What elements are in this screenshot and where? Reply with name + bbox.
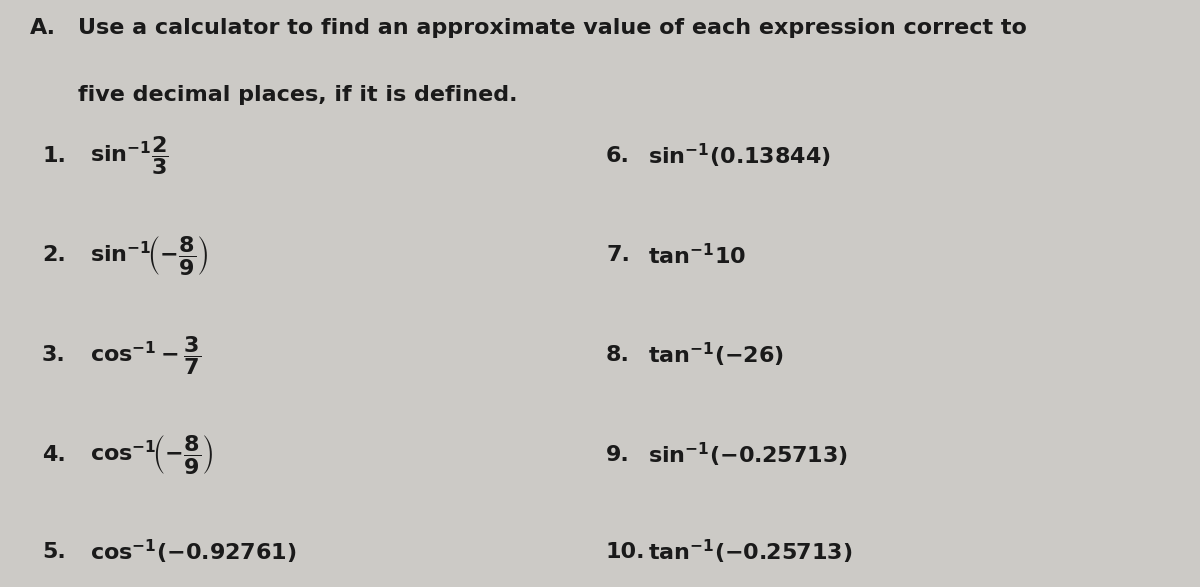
Text: 7.: 7. [606,245,630,265]
Text: $\mathbf{sin^{-1}(0.13844)}$: $\mathbf{sin^{-1}(0.13844)}$ [648,141,832,170]
Text: 8.: 8. [606,345,630,365]
Text: 3.: 3. [42,345,66,365]
Text: $\mathbf{tan^{-1} 10}$: $\mathbf{tan^{-1} 10}$ [648,243,746,268]
Text: five decimal places, if it is defined.: five decimal places, if it is defined. [78,85,517,105]
Text: Use a calculator to find an approximate value of each expression correct to: Use a calculator to find an approximate … [78,18,1027,38]
Text: 5.: 5. [42,542,66,562]
Text: $\mathbf{cos^{-1}\!\left(-\dfrac{8}{9}\right)}$: $\mathbf{cos^{-1}\!\left(-\dfrac{8}{9}\r… [90,433,214,477]
Text: $\mathbf{cos^{-1} -\dfrac{3}{7}}$: $\mathbf{cos^{-1} -\dfrac{3}{7}}$ [90,333,202,377]
Text: 2.: 2. [42,245,66,265]
Text: A.: A. [30,18,56,38]
Text: $\mathbf{tan^{-1}(-0.25713)}$: $\mathbf{tan^{-1}(-0.25713)}$ [648,538,852,566]
Text: $\mathbf{cos^{-1}(-0.92761)}$: $\mathbf{cos^{-1}(-0.92761)}$ [90,538,296,566]
Text: $\mathbf{sin^{-1}\!\left(-\dfrac{8}{9}\right)}$: $\mathbf{sin^{-1}\!\left(-\dfrac{8}{9}\r… [90,234,209,277]
Text: 10.: 10. [606,542,646,562]
Text: $\mathbf{tan^{-1}(-26)}$: $\mathbf{tan^{-1}(-26)}$ [648,341,785,369]
Text: $\mathbf{sin^{-1}(-0.25713)}$: $\mathbf{sin^{-1}(-0.25713)}$ [648,441,848,469]
Text: 6.: 6. [606,146,630,166]
Text: 1.: 1. [42,146,66,166]
Text: 9.: 9. [606,445,630,465]
Text: 4.: 4. [42,445,66,465]
Text: $\mathbf{sin^{-1}\dfrac{2}{3}}$: $\mathbf{sin^{-1}\dfrac{2}{3}}$ [90,134,169,177]
